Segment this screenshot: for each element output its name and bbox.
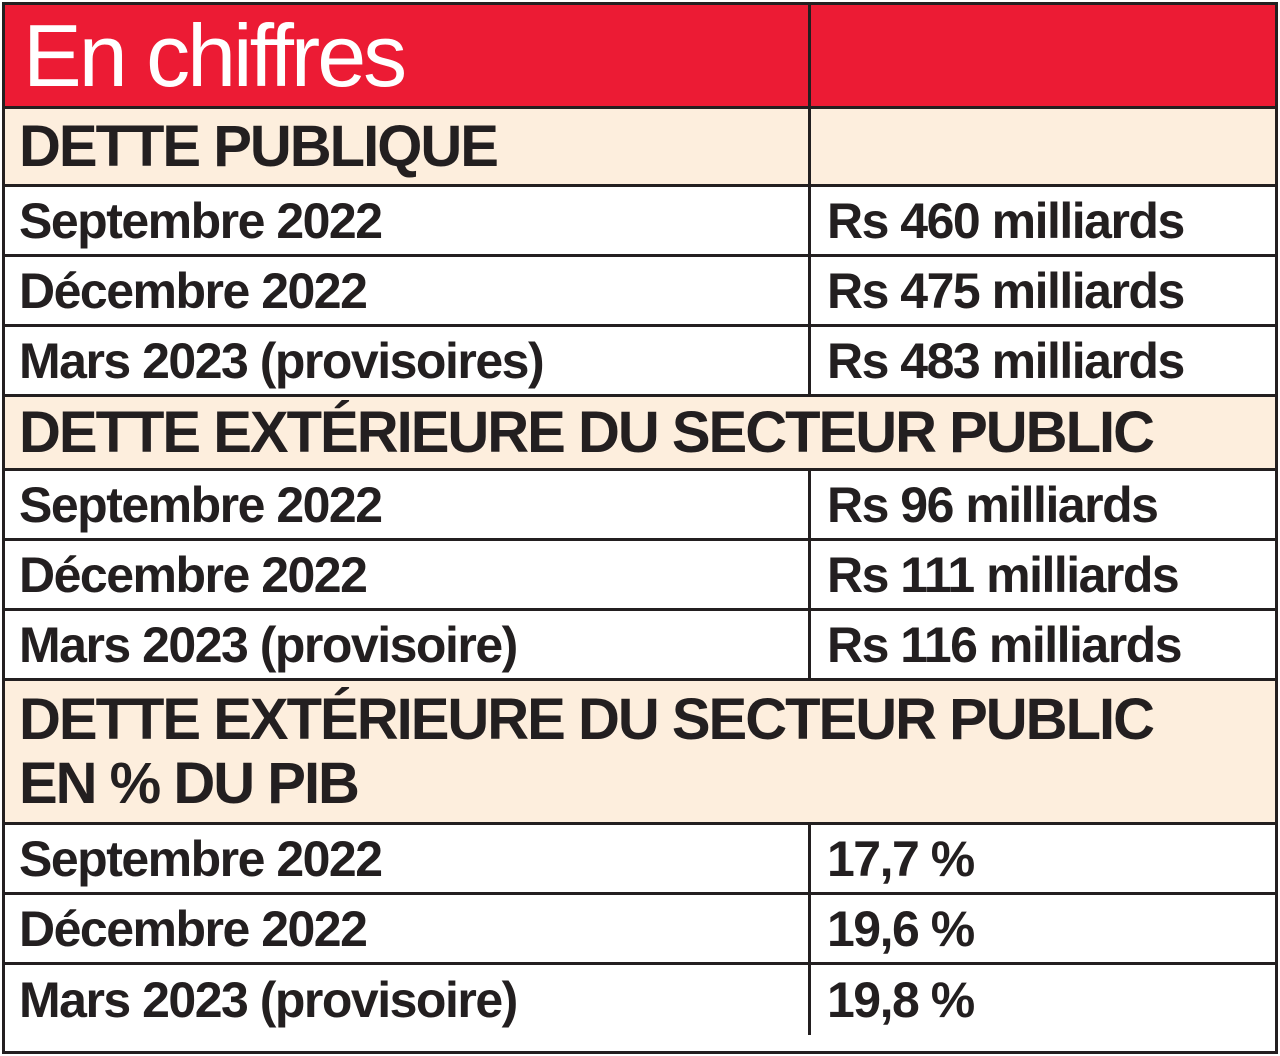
table-row: Septembre 2022 Rs 96 milliards — [5, 471, 1275, 541]
period-cell: Mars 2023 (provisoires) — [5, 327, 811, 394]
period-cell: Septembre 2022 — [5, 471, 811, 538]
title-empty-cell — [811, 5, 1275, 106]
value-cell: Rs 111 milliards — [827, 546, 1180, 603]
table-row: Décembre 2022 Rs 111 milliards — [5, 541, 1275, 611]
period-cell: Septembre 2022 — [5, 187, 811, 254]
value-cell: Rs 96 milliards — [827, 476, 1159, 533]
table-row: Mars 2023 (provisoire) 19,8 % — [5, 965, 1275, 1035]
value-cell: Rs 116 milliards — [827, 616, 1183, 673]
section-heading-line1: DETTE EXTÉRIEURE DU SECTEUR PUBLIC — [19, 686, 1155, 752]
value-cell: Rs 475 milliards — [827, 262, 1185, 319]
section-heading-line2: EN % DU PIB — [19, 750, 360, 816]
section-heading: DETTE EXTÉRIEURE DU SECTEUR PUBLIC — [19, 399, 1155, 465]
value-cell: 19,8 % — [827, 972, 975, 1028]
value-cell: 17,7 % — [827, 830, 975, 887]
section-heading: DETTE EXTÉRIEURE DU SECTEUR PUBLIC EN % … — [5, 681, 1275, 822]
period-cell: Mars 2023 (provisoire) — [5, 965, 811, 1035]
section-header-external-debt: DETTE EXTÉRIEURE DU SECTEUR PUBLIC — [5, 397, 1275, 471]
period-cell: Décembre 2022 — [5, 257, 811, 324]
section-heading: DETTE PUBLIQUE — [5, 109, 811, 184]
table-row: Décembre 2022 19,6 % — [5, 895, 1275, 965]
table-row: Mars 2023 (provisoire) Rs 116 milliards — [5, 611, 1275, 681]
title-row: En chiffres — [5, 5, 1275, 109]
value-cell: 19,6 % — [827, 900, 975, 957]
value-cell: Rs 460 milliards — [827, 192, 1185, 249]
table-row: Septembre 2022 Rs 460 milliards — [5, 187, 1275, 257]
section-header-public-debt: DETTE PUBLIQUE — [5, 109, 1275, 187]
period-cell: Mars 2023 (provisoire) — [5, 611, 811, 678]
value-cell: Rs 483 milliards — [827, 332, 1185, 389]
table-row: Décembre 2022 Rs 475 milliards — [5, 257, 1275, 327]
table-row: Septembre 2022 17,7 % — [5, 825, 1275, 895]
period-cell: Décembre 2022 — [5, 895, 811, 962]
period-cell: Décembre 2022 — [5, 541, 811, 608]
table-row: Mars 2023 (provisoires) Rs 483 milliards — [5, 327, 1275, 397]
period-cell: Septembre 2022 — [5, 825, 811, 892]
section-header-external-debt-gdp: DETTE EXTÉRIEURE DU SECTEUR PUBLIC EN % … — [5, 681, 1275, 825]
table-title: En chiffres — [5, 5, 811, 106]
section-empty-cell — [811, 109, 1275, 184]
